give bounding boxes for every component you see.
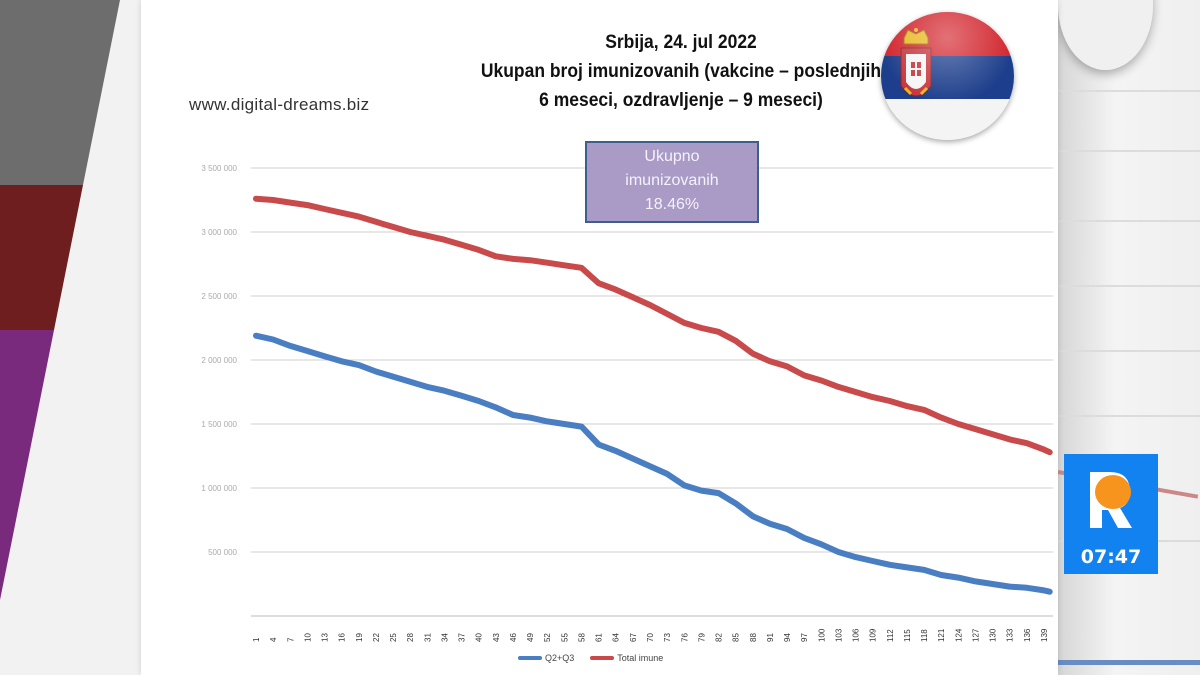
y-tick-label: 3 000 000 xyxy=(201,228,237,237)
x-tick-label: 82 xyxy=(715,633,724,642)
x-tick-label: 79 xyxy=(697,633,706,642)
legend-label: Q2+Q3 xyxy=(545,653,575,663)
x-tick-label: 37 xyxy=(458,633,467,642)
x-tick-label: 10 xyxy=(303,633,312,642)
x-tick-label: 49 xyxy=(526,633,535,642)
x-tick-label: 22 xyxy=(372,633,381,642)
website-label: www.digital-dreams.biz xyxy=(189,95,370,114)
x-tick-label: 73 xyxy=(663,633,672,642)
x-tick-label: 46 xyxy=(509,633,518,642)
x-tick-label: 127 xyxy=(971,628,980,642)
x-tick-label: 13 xyxy=(321,633,330,642)
annotation-line-3: 18.46% xyxy=(644,196,700,213)
x-tick-label: 67 xyxy=(629,633,638,642)
x-tick-label: 133 xyxy=(1006,628,1015,642)
broadcast-badge: 07:47 xyxy=(1064,454,1158,574)
x-tick-label: 109 xyxy=(869,628,878,642)
x-tick-label: 85 xyxy=(732,633,741,642)
x-tick-label: 103 xyxy=(834,628,843,642)
x-tick-label: 55 xyxy=(560,633,569,642)
x-tick-label: 139 xyxy=(1040,628,1049,642)
x-tick-label: 91 xyxy=(766,633,775,642)
x-tick-label: 43 xyxy=(492,633,501,642)
y-tick-label: 1 000 000 xyxy=(201,484,237,493)
x-tick-label: 124 xyxy=(954,628,963,642)
x-tick-label: 7 xyxy=(286,637,295,642)
legend-item-q2q3: Q2+Q3 xyxy=(518,653,574,663)
y-tick-label: 500 000 xyxy=(208,548,237,557)
clock-time: 07:47 xyxy=(1080,546,1142,568)
x-tick-label: 76 xyxy=(680,633,689,642)
x-tick-label: 34 xyxy=(440,633,449,642)
chart-panel: Srbija, 24. jul 2022 Ukupan broj imunizo… xyxy=(141,0,1058,675)
line-chart: 500 000 1 000 000 1 500 000 2 000 000 2 500 … xyxy=(201,164,1053,642)
x-tick-label: 1 xyxy=(252,637,261,642)
x-tick-label: 118 xyxy=(920,629,929,642)
series-line-q2q3 xyxy=(253,332,1053,595)
x-tick-label: 94 xyxy=(783,633,792,642)
r-logo-icon xyxy=(1090,472,1132,528)
x-tick-label: 121 xyxy=(937,628,946,642)
annotation-line-2: imunizovanih xyxy=(625,172,719,189)
x-tick-label: 25 xyxy=(389,633,398,642)
serbia-flag-icon xyxy=(881,12,1014,140)
x-tick-label: 106 xyxy=(852,628,861,642)
x-tick-label: 115 xyxy=(903,629,912,642)
x-tick-label: 4 xyxy=(269,637,278,642)
x-tick-label: 40 xyxy=(475,633,484,642)
legend-swatch-red xyxy=(590,656,615,660)
series-line-total-imune xyxy=(253,195,1053,456)
y-tick-label: 2 500 000 xyxy=(201,292,237,301)
x-tick-label: 58 xyxy=(577,633,586,642)
x-tick-label: 136 xyxy=(1023,628,1032,642)
legend-swatch-blue xyxy=(518,656,542,660)
x-tick-label: 31 xyxy=(423,633,432,642)
x-tick-label: 130 xyxy=(989,628,998,642)
x-tick-label: 19 xyxy=(355,633,364,642)
x-tick-label: 97 xyxy=(800,633,809,642)
title-line-1: Srbija, 24. jul 2022 xyxy=(605,32,757,53)
x-tick-label: 100 xyxy=(817,628,826,642)
y-tick-label: 3 500 000 xyxy=(201,164,237,173)
title-line-3: 6 meseci, ozdravljenje – 9 meseci) xyxy=(539,90,823,111)
x-tick-label: 52 xyxy=(543,633,552,642)
legend-item-total-imune: Total imune xyxy=(590,653,663,663)
annotation-box: Ukupno imunizovanih 18.46% xyxy=(585,141,759,223)
x-tick-label: 88 xyxy=(749,633,758,642)
x-tick-label: 61 xyxy=(595,633,604,642)
annotation-line-1: Ukupno xyxy=(644,148,700,165)
title-line-2: Ukupan broj imunizovanih (vakcine – posl… xyxy=(480,61,882,82)
x-tick-label: 16 xyxy=(338,633,347,642)
chart-legend: Q2+Q3 Total imune xyxy=(518,653,663,663)
legend-label: Total imune xyxy=(617,653,664,663)
y-tick-label: 2 000 000 xyxy=(201,356,237,365)
x-tick-label: 112 xyxy=(886,629,895,642)
y-tick-label: 1 500 000 xyxy=(201,420,237,429)
x-tick-label: 28 xyxy=(406,633,415,642)
x-tick-label: 64 xyxy=(612,633,621,642)
x-tick-label: 70 xyxy=(646,633,655,642)
chart-title: Srbija, 24. jul 2022 Ukupan broj imunizo… xyxy=(469,28,892,115)
